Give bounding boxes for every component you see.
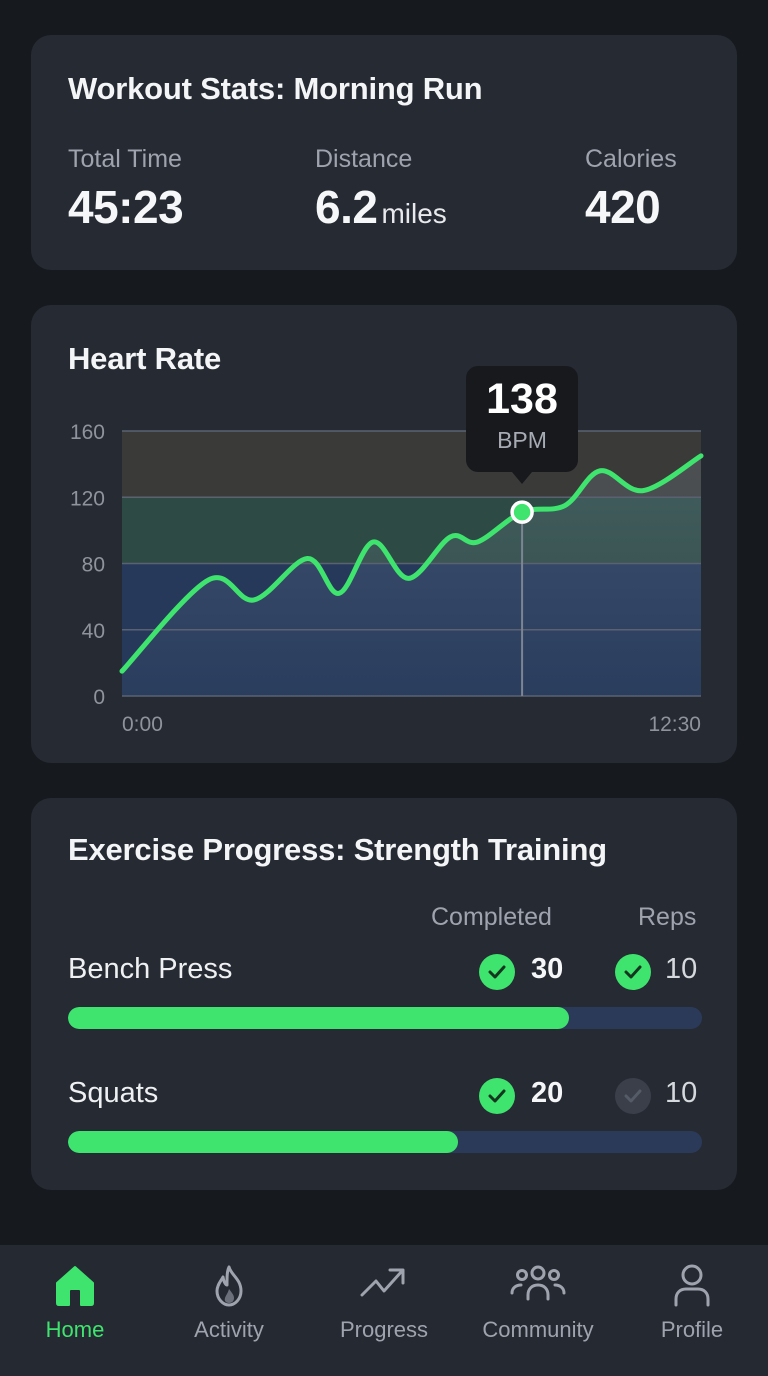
svg-text:160: 160	[70, 421, 105, 444]
distance-unit: miles	[381, 198, 447, 229]
svg-text:40: 40	[82, 620, 105, 643]
svg-text:120: 120	[70, 487, 105, 510]
exercise-name: Squats	[68, 1077, 159, 1109]
y-axis-labels: 0 40 80 120 160	[70, 421, 105, 709]
exercise-progress-card: Exercise Progress: Strength Training Com…	[31, 798, 737, 1190]
progress-bar	[68, 1131, 702, 1153]
reps-count: 10	[665, 953, 698, 985]
workout-stats-card: Workout Stats: Morning Run Total Time 45…	[31, 35, 737, 270]
svg-text:80: 80	[82, 554, 105, 577]
trending-up-icon	[360, 1268, 405, 1297]
stat-distance: Distance 6.2 miles	[315, 145, 447, 234]
chart-gridlines	[122, 430, 701, 697]
reps-count: 10	[665, 1077, 698, 1109]
progress-bar-fill	[68, 1131, 458, 1153]
completed-check-icon	[479, 1078, 515, 1114]
reps-check-icon	[615, 954, 651, 990]
exercise-name: Bench Press	[68, 953, 233, 985]
stat-value: 45:23	[68, 181, 184, 233]
stat-label: Total Time	[68, 145, 182, 173]
nav-label: Home	[45, 1317, 105, 1342]
nav-label: Progress	[339, 1317, 429, 1342]
stat-label: Distance	[315, 145, 413, 173]
heart-rate-chart[interactable]: 0 40 80 120 160 0:00 12:30	[31, 305, 737, 763]
stat-label: Calories	[585, 145, 677, 173]
profile-icon	[674, 1264, 710, 1307]
heart-rate-tooltip: 138 BPM	[466, 366, 578, 484]
chart-marker	[510, 500, 534, 524]
nav-item-community[interactable]: Community	[468, 1245, 608, 1376]
completed-count: 30	[531, 953, 564, 985]
x-axis-start-label: 0:00	[122, 713, 163, 736]
flame-icon	[215, 1265, 243, 1307]
nav-item-activity[interactable]: Activity	[159, 1245, 299, 1376]
home-icon	[56, 1266, 94, 1306]
x-axis-end-label: 12:30	[648, 713, 701, 736]
completed-check-icon	[479, 954, 515, 990]
tooltip-unit: BPM	[497, 427, 547, 453]
workout-stats-title: Workout Stats: Morning Run	[68, 71, 483, 106]
heart-rate-line	[119, 453, 704, 674]
stat-calories: Calories 420	[585, 145, 677, 234]
nav-item-profile[interactable]: Profile	[622, 1245, 762, 1376]
exercise-progress-title: Exercise Progress: Strength Training	[68, 832, 607, 867]
progress-bar	[68, 1007, 702, 1029]
column-header-completed: Completed	[431, 903, 552, 931]
tooltip-value: 138	[486, 375, 558, 423]
heart-rate-card: Heart Rate 0 40 80 120 160 0:00 12:30 138 BP…	[31, 305, 737, 763]
stat-value: 420	[585, 181, 661, 233]
nav-label: Profile	[660, 1317, 724, 1342]
bottom-navigation: Home Activity Progress Community Pro	[0, 1245, 768, 1376]
heart-rate-area	[122, 455, 701, 696]
nav-label: Activity	[194, 1317, 264, 1342]
heart-rate-title: Heart Rate	[68, 341, 222, 376]
nav-item-progress[interactable]: Progress	[314, 1245, 454, 1376]
svg-text:0: 0	[93, 686, 105, 709]
progress-bar-fill	[68, 1007, 569, 1029]
reps-check-icon-unchecked	[615, 1078, 651, 1114]
distance-value: 6.2	[315, 181, 378, 233]
nav-item-home[interactable]: Home	[5, 1245, 145, 1376]
completed-count: 20	[531, 1077, 564, 1109]
column-header-reps: Reps	[638, 903, 697, 931]
community-icon	[510, 1265, 566, 1301]
nav-label: Community	[482, 1317, 594, 1342]
stat-value: 6.2 miles	[315, 180, 447, 234]
stat-total-time: Total Time 45:23	[68, 145, 184, 234]
